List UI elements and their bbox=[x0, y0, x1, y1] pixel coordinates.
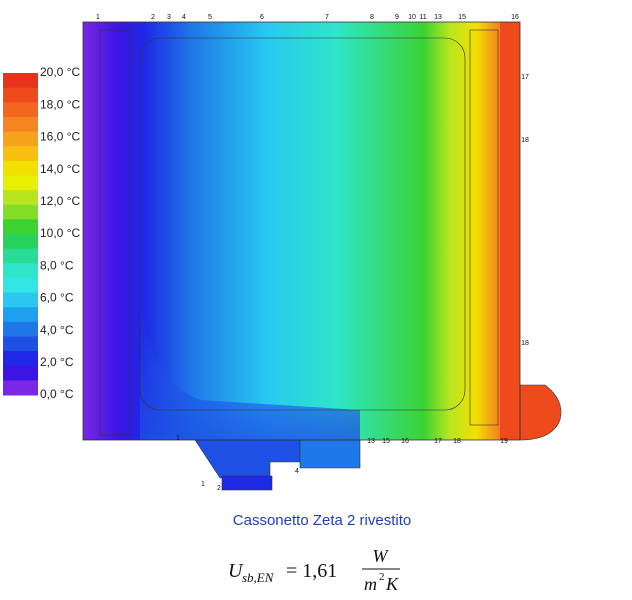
node-label: 10 bbox=[408, 14, 416, 21]
node-label: 15 bbox=[382, 438, 390, 445]
node-label: 8 bbox=[370, 14, 374, 21]
legend: 20,0 °C 18,0 °C 16,0 °C 14,0 °C 12,0 °C 10,0 … bbox=[3, 65, 80, 401]
formula-value: = 1,61 bbox=[286, 560, 337, 582]
node-label: 18 bbox=[453, 438, 461, 445]
formula-unit: K bbox=[385, 574, 399, 594]
legend-swatch bbox=[3, 175, 38, 191]
legend-swatch bbox=[3, 365, 38, 381]
right-wall bbox=[500, 22, 520, 440]
node-label: 13 bbox=[367, 438, 375, 445]
legend-swatch bbox=[3, 73, 38, 89]
node-label: 19 bbox=[500, 438, 508, 445]
legend-swatch bbox=[3, 277, 38, 294]
legend-swatch bbox=[3, 248, 38, 264]
legend-swatch bbox=[3, 219, 38, 235]
right-profile bbox=[469, 29, 499, 426]
node-label: 2 bbox=[151, 14, 155, 21]
legend-swatch bbox=[3, 263, 38, 279]
legend-label: 0,0 °C bbox=[40, 387, 74, 401]
legend-label: 16,0 °C bbox=[40, 130, 80, 144]
legend-swatch bbox=[3, 336, 38, 352]
caption: Cassonetto Zeta 2 rivestito bbox=[233, 512, 411, 529]
legend-label: 12,0 °C bbox=[40, 194, 80, 208]
formula-subscript: sb,EN bbox=[242, 570, 275, 585]
legend-swatch bbox=[3, 321, 38, 337]
legend-label: 10,0 °C bbox=[40, 226, 80, 240]
node-label: 6 bbox=[260, 14, 264, 21]
node-label: 4 bbox=[295, 468, 299, 475]
outline bbox=[82, 21, 521, 441]
legend-label: 6,0 °C bbox=[40, 291, 74, 305]
legend-swatch bbox=[3, 116, 38, 133]
node-label: 5 bbox=[208, 14, 212, 21]
lower-profile bbox=[194, 439, 301, 479]
node-label: 1 bbox=[96, 14, 100, 21]
legend-swatch bbox=[3, 204, 38, 220]
legend-swatch bbox=[3, 87, 38, 103]
thermal-model bbox=[82, 21, 562, 491]
legend-label: 2,0 °C bbox=[40, 355, 74, 369]
node-label: 9 bbox=[395, 14, 399, 21]
node-label: 17 bbox=[434, 438, 442, 445]
inner-box bbox=[139, 37, 466, 411]
node-label: 1 bbox=[176, 435, 180, 442]
legend-label: 8,0 °C bbox=[40, 258, 74, 272]
left-profile bbox=[99, 29, 131, 436]
legend-label: 4,0 °C bbox=[40, 323, 74, 337]
legend-swatch bbox=[3, 190, 38, 206]
legend-swatch bbox=[3, 380, 38, 396]
legend-swatch bbox=[3, 292, 38, 308]
node-label: 4 bbox=[182, 14, 186, 21]
formula-symbol: U bbox=[228, 560, 244, 582]
node-label: 17 bbox=[521, 74, 529, 81]
formula: U sb,EN = 1,61 W m 2 K bbox=[228, 546, 400, 594]
node-label: 16 bbox=[401, 438, 409, 445]
node-label: 15 bbox=[458, 14, 466, 21]
lower-foot bbox=[221, 475, 273, 491]
lower-block bbox=[299, 439, 361, 469]
legend-swatch bbox=[3, 131, 38, 147]
legend-swatch bbox=[3, 146, 38, 162]
node-label: 18 bbox=[521, 137, 529, 144]
node-label: 2 bbox=[217, 485, 221, 492]
node-label: 13 bbox=[434, 14, 442, 21]
legend-label: 14,0 °C bbox=[40, 162, 80, 176]
legend-label: 18,0 °C bbox=[40, 97, 80, 111]
legend-swatch bbox=[3, 102, 38, 118]
node-label: 7 bbox=[325, 14, 329, 21]
node-label: 11 bbox=[419, 14, 426, 21]
legend-swatch bbox=[3, 234, 38, 250]
legend-swatch bbox=[3, 307, 38, 323]
legend-swatch bbox=[3, 351, 38, 367]
end-cap bbox=[519, 384, 562, 441]
formula-denominator: m bbox=[364, 574, 377, 594]
node-label: 18 bbox=[521, 340, 529, 347]
node-label: 1 bbox=[201, 481, 205, 488]
legend-swatch bbox=[3, 160, 38, 176]
node-label: 3 bbox=[167, 14, 171, 21]
bottom-zone bbox=[140, 300, 360, 440]
legend-label: 20,0 °C bbox=[40, 65, 80, 79]
formula-numerator: W bbox=[373, 546, 390, 566]
node-label: 16 bbox=[511, 14, 519, 21]
formula-exponent: 2 bbox=[379, 571, 385, 583]
node-labels: 1 2 3 4 5 6 7 8 9 10 11 13 15 16 17 18 18 1 2 1 4 13 15 16 17 18 1… bbox=[96, 14, 529, 492]
